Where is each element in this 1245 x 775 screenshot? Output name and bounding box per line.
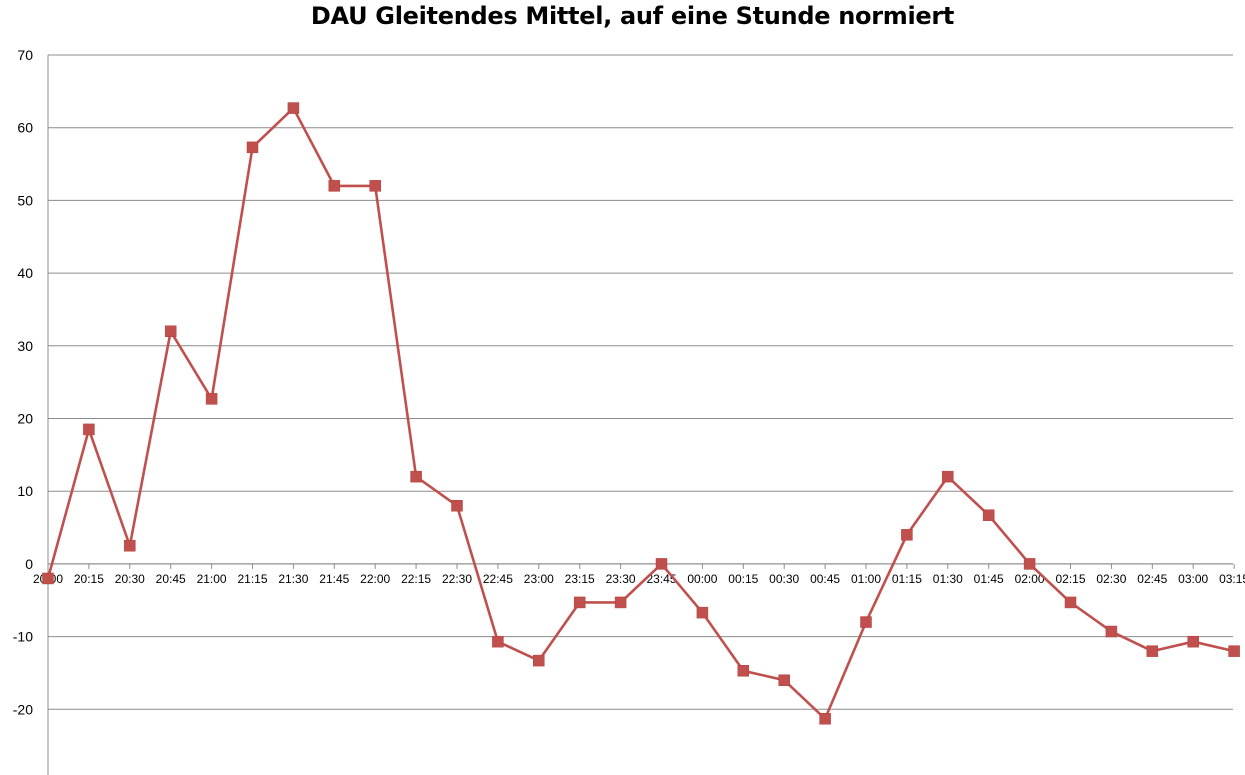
data-point bbox=[369, 180, 381, 192]
x-tick-label: 21:45 bbox=[319, 572, 349, 586]
x-tick-label: 20:15 bbox=[74, 572, 104, 586]
data-point bbox=[573, 596, 586, 609]
x-tick-label: 00:30 bbox=[769, 572, 799, 586]
x-tick-label: 00:00 bbox=[687, 572, 717, 586]
x-tick-label: 20:30 bbox=[115, 572, 145, 586]
data-point bbox=[1146, 645, 1159, 657]
data-point bbox=[83, 423, 95, 436]
x-tick-label: 01:15 bbox=[892, 572, 922, 586]
data-point bbox=[164, 325, 177, 338]
x-tick-label: 00:45 bbox=[810, 572, 840, 586]
data-point bbox=[533, 654, 545, 667]
data-point bbox=[328, 180, 341, 192]
data-point bbox=[1228, 645, 1240, 657]
data-point bbox=[901, 529, 913, 541]
x-tick-label: 01:45 bbox=[974, 572, 1004, 586]
x-tick-label: 02:45 bbox=[1137, 572, 1167, 586]
x-tick-label: 01:00 bbox=[851, 572, 881, 586]
x-tick-label: 22:00 bbox=[360, 572, 390, 586]
chart-title: DAU Gleitendes Mittel, auf eine Stunde n… bbox=[310, 2, 955, 30]
data-point bbox=[1187, 635, 1199, 648]
data-point bbox=[942, 470, 954, 483]
data-point bbox=[492, 635, 504, 648]
x-tick-label: 21:00 bbox=[197, 572, 227, 586]
x-tick-label: 01:30 bbox=[933, 572, 963, 586]
data-series bbox=[42, 102, 1240, 725]
data-point bbox=[614, 596, 627, 609]
y-tick-label: 20 bbox=[17, 411, 33, 427]
data-point bbox=[982, 509, 995, 521]
y-axis-tick-labels: -20 -10 0 10 20 30 40 50 60 70 bbox=[13, 47, 33, 717]
y-tick-label: 40 bbox=[17, 265, 33, 281]
y-tick-label: 50 bbox=[17, 192, 33, 208]
y-tick-label: 10 bbox=[17, 483, 33, 499]
data-point bbox=[287, 102, 300, 114]
x-tick-label: 23:00 bbox=[524, 572, 554, 586]
data-point bbox=[1105, 625, 1118, 638]
x-tick-label: 00:15 bbox=[728, 572, 758, 586]
x-tick-label: 22:15 bbox=[401, 572, 431, 586]
data-point bbox=[696, 606, 709, 619]
data-point bbox=[451, 499, 463, 512]
data-point bbox=[778, 674, 790, 686]
axes bbox=[47, 55, 1235, 775]
x-tick-label: 03:15 bbox=[1219, 572, 1245, 586]
x-tick-label: 22:30 bbox=[442, 572, 472, 586]
data-point bbox=[410, 470, 422, 483]
x-tick-label: 20:45 bbox=[156, 572, 186, 586]
y-tick-label: 60 bbox=[17, 120, 33, 136]
data-point bbox=[1064, 596, 1077, 609]
x-tick-label: 03:00 bbox=[1178, 572, 1208, 586]
data-point bbox=[819, 713, 831, 725]
x-tick-label: 21:30 bbox=[278, 572, 308, 586]
y-tick-label: 0 bbox=[25, 556, 33, 572]
y-tick-label: 70 bbox=[17, 47, 33, 63]
x-tick-label: 23:15 bbox=[565, 572, 595, 586]
y-tick-label: 30 bbox=[17, 338, 33, 354]
data-point bbox=[124, 539, 136, 552]
data-point bbox=[246, 141, 259, 154]
y-tick-label: -10 bbox=[13, 629, 33, 645]
data-point bbox=[860, 616, 872, 628]
x-tick-label: 02:00 bbox=[1015, 572, 1045, 586]
x-tick-label: 21:15 bbox=[237, 572, 267, 586]
x-tick-label: 22:45 bbox=[483, 572, 513, 586]
y-tick-label: -20 bbox=[13, 701, 33, 717]
data-point bbox=[205, 393, 218, 405]
series-line bbox=[46, 106, 1235, 721]
data-point bbox=[737, 665, 750, 677]
data-point bbox=[42, 572, 54, 585]
x-tick-label: 23:30 bbox=[606, 572, 636, 586]
x-tick-label: 02:30 bbox=[1096, 572, 1126, 586]
x-tick-label: 02:15 bbox=[1055, 572, 1085, 586]
gridlines bbox=[48, 54, 1233, 710]
data-point bbox=[655, 558, 668, 570]
x-axis-tick-labels: 20:0020:1520:3020:4521:0021:1521:3021:45… bbox=[33, 572, 1245, 586]
data-point bbox=[1023, 558, 1036, 570]
x-tick-label: 23:45 bbox=[646, 572, 676, 586]
